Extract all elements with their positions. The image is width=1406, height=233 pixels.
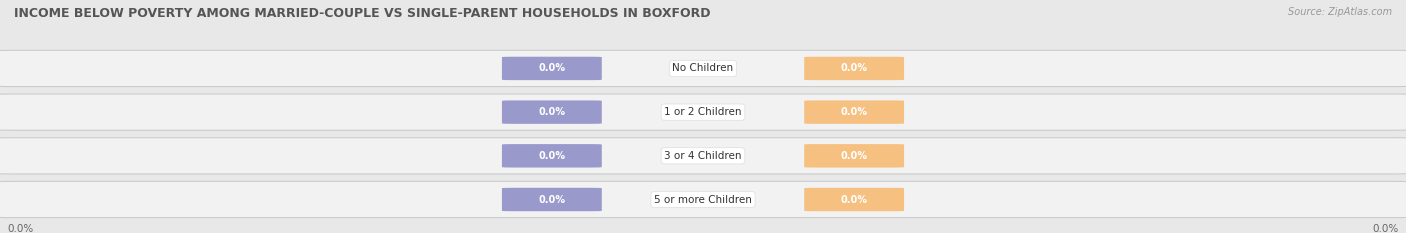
Text: 0.0%: 0.0% — [841, 107, 868, 117]
FancyBboxPatch shape — [502, 144, 602, 168]
FancyBboxPatch shape — [804, 188, 904, 211]
FancyBboxPatch shape — [502, 188, 602, 211]
Text: 0.0%: 0.0% — [538, 195, 565, 205]
Text: 3 or 4 Children: 3 or 4 Children — [664, 151, 742, 161]
Text: 0.0%: 0.0% — [7, 224, 34, 233]
Text: 1 or 2 Children: 1 or 2 Children — [664, 107, 742, 117]
Text: 0.0%: 0.0% — [841, 63, 868, 73]
Text: 5 or more Children: 5 or more Children — [654, 195, 752, 205]
Text: 0.0%: 0.0% — [841, 151, 868, 161]
FancyBboxPatch shape — [804, 100, 904, 124]
Text: 0.0%: 0.0% — [538, 107, 565, 117]
FancyBboxPatch shape — [0, 138, 1406, 174]
Text: INCOME BELOW POVERTY AMONG MARRIED-COUPLE VS SINGLE-PARENT HOUSEHOLDS IN BOXFORD: INCOME BELOW POVERTY AMONG MARRIED-COUPL… — [14, 7, 710, 20]
FancyBboxPatch shape — [804, 144, 904, 168]
FancyBboxPatch shape — [0, 50, 1406, 87]
FancyBboxPatch shape — [502, 57, 602, 80]
FancyBboxPatch shape — [502, 100, 602, 124]
FancyBboxPatch shape — [804, 57, 904, 80]
FancyBboxPatch shape — [0, 94, 1406, 130]
FancyBboxPatch shape — [0, 181, 1406, 218]
Text: Source: ZipAtlas.com: Source: ZipAtlas.com — [1288, 7, 1392, 17]
Text: 0.0%: 0.0% — [538, 151, 565, 161]
Text: No Children: No Children — [672, 63, 734, 73]
Text: 0.0%: 0.0% — [841, 195, 868, 205]
Text: 0.0%: 0.0% — [1372, 224, 1399, 233]
Text: 0.0%: 0.0% — [538, 63, 565, 73]
